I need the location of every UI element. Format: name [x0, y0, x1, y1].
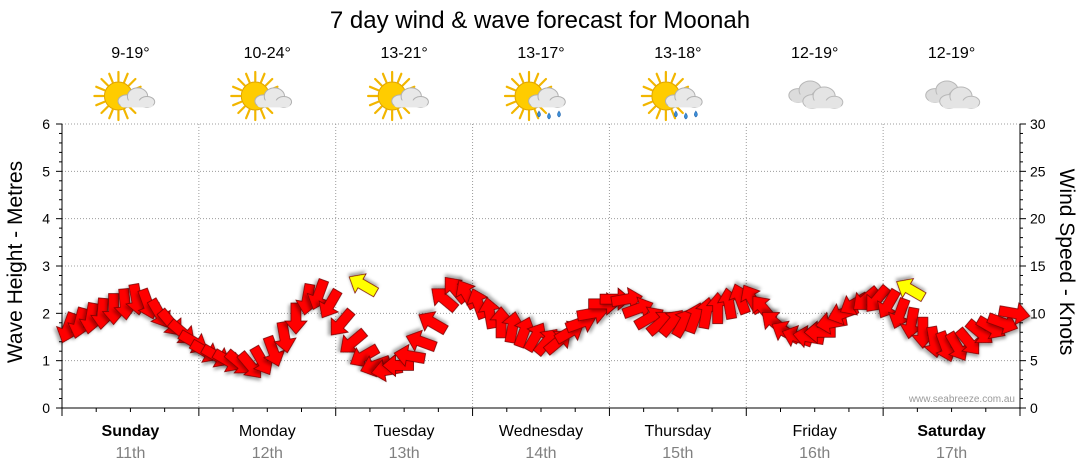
left-tick-label: 3	[42, 258, 50, 274]
cloudy-icon	[788, 80, 844, 109]
day-name-label: Wednesday	[499, 423, 583, 440]
wind-arrow	[236, 350, 262, 379]
wind-arrow	[431, 288, 460, 314]
cloud-shape	[391, 87, 429, 108]
day-labels: Sunday 11th Monday 12th Tuesday 13th Wednesday…	[102, 423, 986, 462]
day-temperature: 9-19°	[111, 45, 149, 62]
partly-cloudy-showers-icon	[640, 70, 703, 122]
day-temperature: 12-19°	[791, 45, 838, 62]
right-tick-label: 10	[1030, 305, 1046, 321]
wind-arrow	[899, 306, 923, 340]
day-temperature: 13-21°	[380, 45, 427, 62]
day-temperature: 13-18°	[654, 45, 701, 62]
wind-arrow	[896, 278, 927, 303]
wind-arrow	[340, 327, 369, 353]
cloudy-icon	[925, 80, 981, 109]
left-tick-label: 1	[42, 353, 50, 369]
wind-arrow	[348, 273, 380, 298]
day-name-label: Friday	[792, 423, 836, 440]
day-temperature: 12-19°	[928, 45, 975, 62]
day-name-label: Saturday	[917, 423, 986, 440]
wind-arrow	[610, 286, 643, 311]
wind-arrow	[405, 329, 438, 353]
left-axis: 0 1 2 3 4 5 6	[42, 116, 63, 416]
plot-grid	[61, 123, 1021, 416]
left-tick-label: 5	[42, 163, 50, 179]
left-axis-label: Wave Height - Metres	[4, 161, 27, 363]
right-tick-label: 20	[1030, 211, 1046, 227]
cloud-shape	[939, 86, 981, 109]
day-name-label: Thursday	[645, 423, 712, 440]
cloud-shape	[117, 87, 156, 108]
partly-cloudy-icon	[93, 70, 156, 122]
day-temperature: 13-17°	[517, 45, 564, 62]
wind-arrow	[393, 343, 427, 368]
day-date-label: 12th	[252, 445, 283, 462]
day-date-label: 13th	[389, 445, 420, 462]
wind-arrow	[349, 343, 381, 368]
chart-title: 7 day wind & wave forecast for Moonah	[330, 7, 750, 34]
left-tick-label: 6	[42, 116, 50, 132]
wind-arrow	[887, 297, 911, 329]
wind-arrows	[55, 273, 1031, 383]
wind-arrow	[954, 326, 980, 355]
day-temperature: 10-24°	[244, 45, 291, 62]
day-name-label: Tuesday	[374, 423, 435, 440]
wind-arrow	[318, 287, 343, 319]
day-date-label: 16th	[799, 445, 830, 462]
cloud-shape	[802, 86, 844, 109]
right-tick-label: 25	[1030, 163, 1046, 179]
wind-arrow	[284, 302, 308, 335]
right-tick-label: 15	[1030, 258, 1046, 274]
partly-cloudy-icon	[230, 70, 293, 122]
left-tick-label: 4	[42, 211, 50, 227]
cloud-shape	[254, 87, 293, 108]
left-tick-label: 2	[42, 305, 50, 321]
forecast-header: 9-19° 10-24° 13-21° 13-17° 13-18° 12-19° 12-19…	[93, 45, 981, 122]
day-date-label: 14th	[525, 445, 556, 462]
partly-cloudy-icon	[367, 70, 429, 122]
day-date-label: 15th	[662, 445, 693, 462]
wind-arrow	[997, 302, 1031, 326]
wind-arrow	[330, 307, 356, 336]
wind-arrow	[418, 311, 449, 336]
day-name-label: Monday	[239, 423, 296, 440]
wind-arrow	[877, 287, 902, 319]
right-axis: 0 5 10 15 20 25 30	[1019, 116, 1046, 416]
right-tick-label: 0	[1030, 400, 1038, 416]
wind-arrow	[306, 278, 330, 311]
right-tick-label: 5	[1030, 353, 1038, 369]
right-tick-label: 30	[1030, 116, 1046, 132]
right-axis-label: Wind Speed - Knots	[1055, 169, 1078, 356]
day-name-label: Sunday	[102, 423, 160, 440]
wind-arrow	[273, 320, 297, 354]
partly-cloudy-showers-icon	[503, 70, 566, 122]
watermark: www.seabreeze.com.au	[908, 394, 1015, 405]
wind-arrow	[944, 330, 969, 361]
cloud-shape	[528, 87, 566, 108]
left-tick-label: 0	[42, 400, 50, 416]
day-date-label: 11th	[115, 445, 145, 462]
wind-arrow	[262, 334, 286, 367]
cloud-shape	[664, 87, 703, 108]
day-date-label: 17th	[936, 445, 967, 462]
plot-area	[62, 124, 1020, 408]
wind-arrow	[986, 312, 1019, 335]
